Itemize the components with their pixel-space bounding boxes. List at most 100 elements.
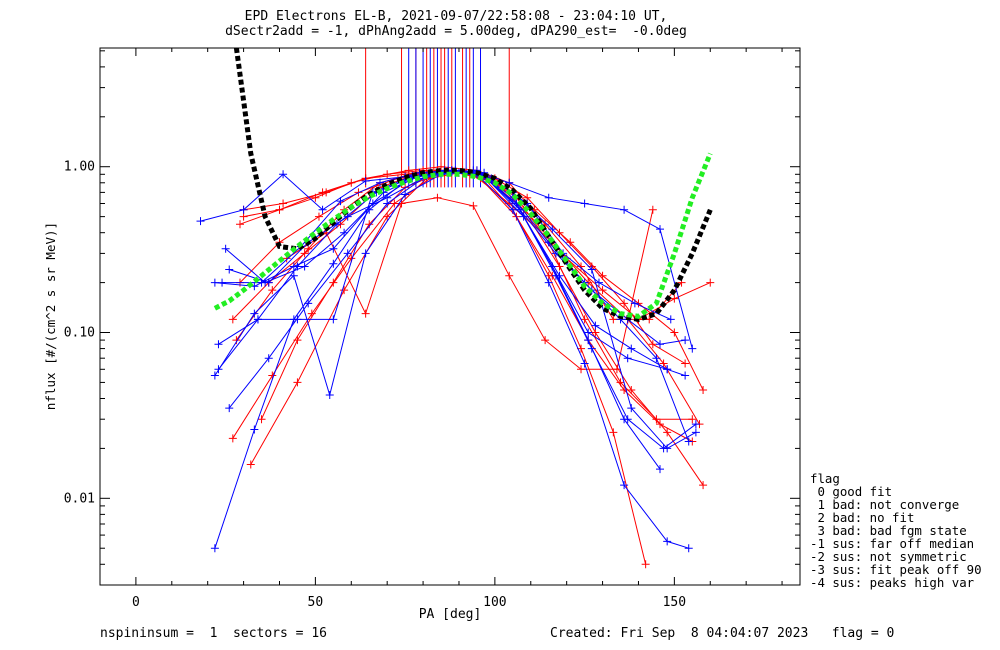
data-point	[555, 228, 564, 237]
data-point	[329, 259, 338, 268]
y-axis-label: nflux [#/(cm^2 s sr MeV)]	[43, 222, 58, 410]
x-tick-label: 100	[483, 595, 506, 610]
data-point	[239, 205, 248, 214]
data-point	[566, 238, 575, 247]
series-line	[200, 169, 693, 349]
data-point	[684, 437, 693, 446]
flag-legend-item: -3 sus: fit peak off 90	[810, 562, 982, 577]
y-tick-label: 1.00	[64, 160, 95, 175]
data-point	[681, 359, 690, 368]
data-point	[253, 315, 262, 324]
data-point	[620, 386, 629, 395]
data-point	[584, 328, 593, 337]
data-point	[544, 278, 553, 287]
data-point	[548, 225, 557, 234]
data-point	[663, 428, 672, 437]
data-point	[691, 420, 700, 429]
data-point	[218, 278, 227, 287]
data-point	[616, 378, 625, 387]
data-point	[681, 336, 690, 345]
fit-curve-green	[213, 152, 713, 320]
series-line	[222, 169, 668, 370]
flag-legend-item: -4 sus: peaks high var	[810, 575, 975, 590]
data-point	[210, 544, 219, 553]
data-point	[641, 560, 650, 569]
flag-legend-item: -1 sus: far off median	[810, 536, 975, 551]
data-point	[580, 315, 589, 324]
fit-curve-black	[233, 47, 713, 322]
data-point	[670, 294, 679, 303]
flag-legend-item: 3 bad: bad fgm state	[810, 523, 967, 538]
x-axis-label: PA [deg]	[419, 607, 482, 622]
data-point	[246, 460, 255, 469]
data-point	[648, 205, 657, 214]
data-point	[620, 299, 629, 308]
data-layer	[196, 47, 715, 569]
data-point	[612, 365, 621, 374]
data-point	[663, 444, 672, 453]
data-point	[663, 537, 672, 546]
data-point	[541, 336, 550, 345]
axes-layer: 0 50 100 150 0.01 0.10 1.00	[64, 48, 800, 610]
data-point	[329, 244, 338, 253]
series-line	[218, 172, 686, 377]
data-point	[591, 321, 600, 330]
data-point	[228, 315, 237, 324]
data-point	[221, 244, 230, 253]
data-point	[555, 271, 564, 280]
data-point	[318, 205, 327, 214]
data-point	[293, 315, 302, 324]
data-point	[688, 415, 697, 424]
data-point	[329, 278, 338, 287]
footer-right-info: Created: Fri Sep 8 04:04:07 2023 flag = …	[550, 626, 895, 641]
data-point	[508, 205, 517, 214]
data-point	[598, 286, 607, 295]
data-point	[264, 278, 273, 287]
data-point	[656, 225, 664, 234]
data-point	[293, 378, 302, 387]
data-point	[670, 328, 679, 337]
flag-legend-item: 1 bad: not converge	[810, 497, 960, 512]
data-point	[228, 434, 237, 443]
data-point	[325, 390, 334, 399]
data-point	[257, 415, 266, 424]
data-point	[706, 278, 715, 287]
data-point	[376, 178, 384, 187]
flag-legend-title: flag	[810, 471, 840, 486]
data-point	[609, 428, 618, 437]
flag-legend-item: 0 good fit	[810, 484, 893, 499]
data-point	[699, 481, 708, 490]
data-point	[516, 205, 524, 214]
footer-left-info: nspininsum = 1 sectors = 16	[100, 626, 327, 641]
data-point	[580, 359, 589, 368]
x-tick-label: 150	[663, 595, 686, 610]
data-point	[239, 212, 248, 221]
y-tick-label: 0.10	[64, 326, 95, 341]
data-point	[214, 340, 223, 349]
data-point	[390, 199, 399, 208]
data-point	[336, 197, 345, 206]
data-point	[404, 166, 413, 175]
flag-legend-item: -2 sus: not symmetric	[810, 549, 967, 564]
data-point	[300, 262, 309, 271]
data-point	[340, 228, 349, 237]
data-point	[275, 205, 284, 214]
data-point	[469, 201, 478, 210]
data-point	[656, 465, 664, 474]
data-point	[340, 286, 349, 295]
data-point	[361, 309, 370, 318]
series-line	[250, 169, 647, 565]
flag-legend-item: 2 bad: no fit	[810, 510, 915, 525]
data-point	[620, 481, 629, 490]
plot-frame	[99, 47, 801, 586]
data-point	[264, 354, 273, 363]
data-point	[361, 249, 370, 258]
series-line	[232, 169, 700, 425]
series-line	[214, 169, 690, 442]
data-point	[401, 190, 410, 199]
data-point	[648, 340, 657, 349]
data-point	[627, 404, 636, 413]
data-point	[684, 544, 693, 553]
